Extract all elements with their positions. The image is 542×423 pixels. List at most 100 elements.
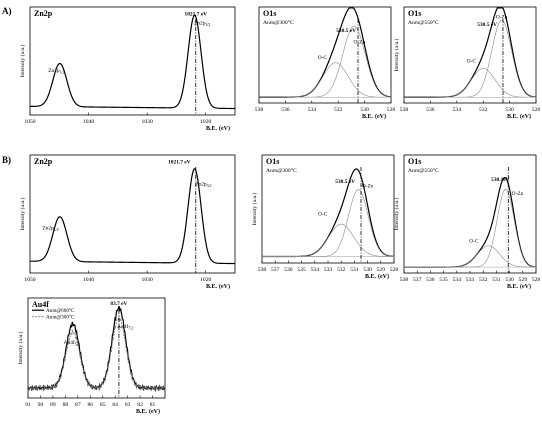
x-tick-label: 86 [87,402,93,408]
x-tick-label: 81 [150,402,156,408]
x-tick-label: 529 [519,277,528,283]
series-line-o-c [259,62,391,98]
chart-panel-B-o1s-550: 538 537 536 535 534 533 532 531 530 529 528 B.E. (eV… [393,154,540,290]
x-axis-label: B.E. [136,409,148,415]
chart-title: O1s [266,157,279,166]
y-axis-label: Intensity (a.u.) [17,331,24,364]
annotation-label: Zn2p1/2 [48,68,64,75]
annotation-subscript: 3/2 [207,184,212,188]
x-axis-unit: (eV) [520,113,531,120]
x-axis-label: B.E. [507,284,519,290]
chart-title: O1s [408,157,421,166]
x-tick-label: 530 [360,107,369,113]
x-tick-label: 90 [38,402,44,408]
x-tick-label: 83 [125,402,131,408]
x-axis-label: B.E. [507,114,519,120]
annotation-label: O-Zn [496,15,508,21]
x-tick-label: 1050 [24,277,35,283]
x-tick-label: 532 [479,107,488,113]
row-label-b: B) [2,155,11,165]
chart-title: Zn2p [34,157,53,166]
annotation-label: Au4f5/2 [64,339,80,347]
chart-subtitle: Anm@300°C [263,19,294,26]
chart-subtitle: Anm@550°C [408,19,439,26]
y-axis-label: Intensity (a.u.) [393,197,400,230]
annotation-label: O-C [318,55,328,61]
x-tick-label: 91 [25,402,31,408]
legend-entry: Anm@600°C [46,307,75,314]
x-tick-label: 530 [505,107,514,113]
x-tick-label: 534 [311,267,320,273]
annotation-subscript: 5/2 [75,343,80,347]
chart-panel-A-o1s-550: 538 536 534 532 530 528 B.E. (eV) Intensity (a.u… [393,6,540,120]
x-tick-label: 537 [271,267,280,273]
x-tick-label: 538 [400,277,409,283]
x-tick-label: 84 [112,402,118,408]
y-axis-label: Intensity (a.u.) [19,197,26,230]
x-tick-label: 536 [426,107,435,113]
series-line-o-c [262,223,395,257]
x-tick-label: 530 [505,277,514,283]
x-tick-label: 532 [334,107,343,113]
x-tick-label: 1040 [83,277,94,283]
annotation-label: 1021.7 eV [168,159,191,165]
annotation-label: O-C [467,59,477,65]
plot-frame [29,6,236,116]
x-tick-label: 1040 [83,119,94,125]
x-tick-label: 528 [390,267,399,273]
legend-entry: Anm@300°C [46,314,75,321]
series-line-o-c [404,245,536,268]
annotation-label: Zn2p1/2 [42,225,58,232]
y-axis-label: Intensity (a.u.) [251,192,258,225]
annotation-label: 530.1eV [491,177,510,183]
x-tick-label: 89 [50,402,56,408]
annotation-label: 530.5 eV [335,179,355,185]
x-tick-label: 1050 [24,119,35,125]
x-tick-label: 85 [100,402,106,408]
x-tick-label: 531 [350,267,359,273]
chart-title: Zn2p [34,9,53,18]
x-tick-label: 533 [324,267,333,273]
x-tick-label: 534 [308,107,317,113]
x-axis-unit: (eV) [520,283,531,290]
series-line-spectrum [29,167,236,265]
x-tick-label: 538 [258,267,267,273]
x-tick-label: 536 [426,277,435,283]
annotation-subscript: 1/2 [60,70,65,74]
x-tick-label: 82 [137,402,143,408]
x-tick-label: 535 [297,267,306,273]
x-tick-label: 536 [284,267,293,273]
chart-panel-B-o1s-300: 538 537 536 535 534 533 532 531 530 529 528 B.E. (eV… [251,154,399,280]
chart-panel-B-au4f: 91 90 89 88 87 86 85 84 83 82 81B.E. (eV) Intensity … [17,297,166,415]
x-axis-label: B.E. [365,274,377,280]
x-tick-label: 533 [466,277,475,283]
annotation-label: Au4f7/2 [117,323,133,331]
x-tick-label: 534 [453,107,462,113]
series-line-spectrum [29,14,236,110]
x-tick-label: 538 [255,107,264,113]
chart-subtitle: Anm@300°C [266,167,297,174]
series-line-anm-300-c [27,315,166,392]
x-axis-unit: (eV) [375,113,386,120]
annotation-label: 530.5 eV [336,28,356,34]
annotation-label: Zn2p3/2 [195,182,211,189]
x-tick-label: 535 [439,277,448,283]
x-tick-label: 1020 [200,119,211,125]
x-axis-unit: (eV) [219,125,230,132]
annotation-subscript: 3/2 [205,23,210,27]
chart-subtitle: Anm@550°C [408,167,439,174]
plot-frame [258,6,392,104]
annotation-label: 530.5 eV [477,22,497,28]
x-axis-unit: (eV) [149,408,160,415]
x-axis-label: B.E. [206,126,218,132]
x-tick-label: 531 [492,277,501,283]
y-axis-label: Intensity (a.u.) [393,38,400,71]
annotation-label: O-Zn [362,183,374,189]
annotation-label: 1021.7 eV [185,12,208,18]
annotation-subscript: 7/2 [128,327,133,331]
